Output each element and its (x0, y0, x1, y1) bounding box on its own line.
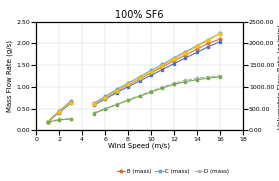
C (Vol) (46, 121, 49, 123)
B (Vol) (46, 121, 49, 123)
Line: D (mass): D (mass) (46, 117, 72, 123)
B (Vol) (57, 111, 61, 114)
C (Vol) (57, 111, 61, 113)
Y-axis label: Volumetric Flow Rate (cc/min): Volumetric Flow Rate (cc/min) (277, 24, 279, 129)
C (mass) (46, 121, 49, 123)
C (Vol) (69, 101, 72, 104)
B (mass) (57, 111, 61, 113)
B (mass) (69, 101, 72, 103)
D (mass) (57, 118, 61, 121)
Line: D (Vol): D (Vol) (46, 118, 72, 123)
B (mass) (46, 121, 49, 123)
Title: 100% SF6: 100% SF6 (115, 10, 164, 20)
X-axis label: Wind Speed (m/s): Wind Speed (m/s) (109, 143, 170, 150)
Y-axis label: Mass Flow Rate (g/s): Mass Flow Rate (g/s) (7, 40, 13, 112)
Line: B (Vol): B (Vol) (46, 102, 72, 123)
Line: C (Vol): C (Vol) (46, 101, 72, 123)
Line: C (mass): C (mass) (46, 100, 72, 123)
C (mass) (69, 100, 72, 102)
D (Vol) (69, 118, 72, 120)
D (mass) (69, 117, 72, 120)
Line: B (mass): B (mass) (46, 101, 72, 123)
D (Vol) (57, 119, 61, 121)
D (Vol) (46, 121, 49, 123)
C (mass) (57, 110, 61, 112)
Legend: B (mass), C (mass), D (mass): B (mass), C (mass), D (mass) (114, 167, 232, 176)
B (Vol) (69, 102, 72, 104)
D (mass) (46, 121, 49, 123)
